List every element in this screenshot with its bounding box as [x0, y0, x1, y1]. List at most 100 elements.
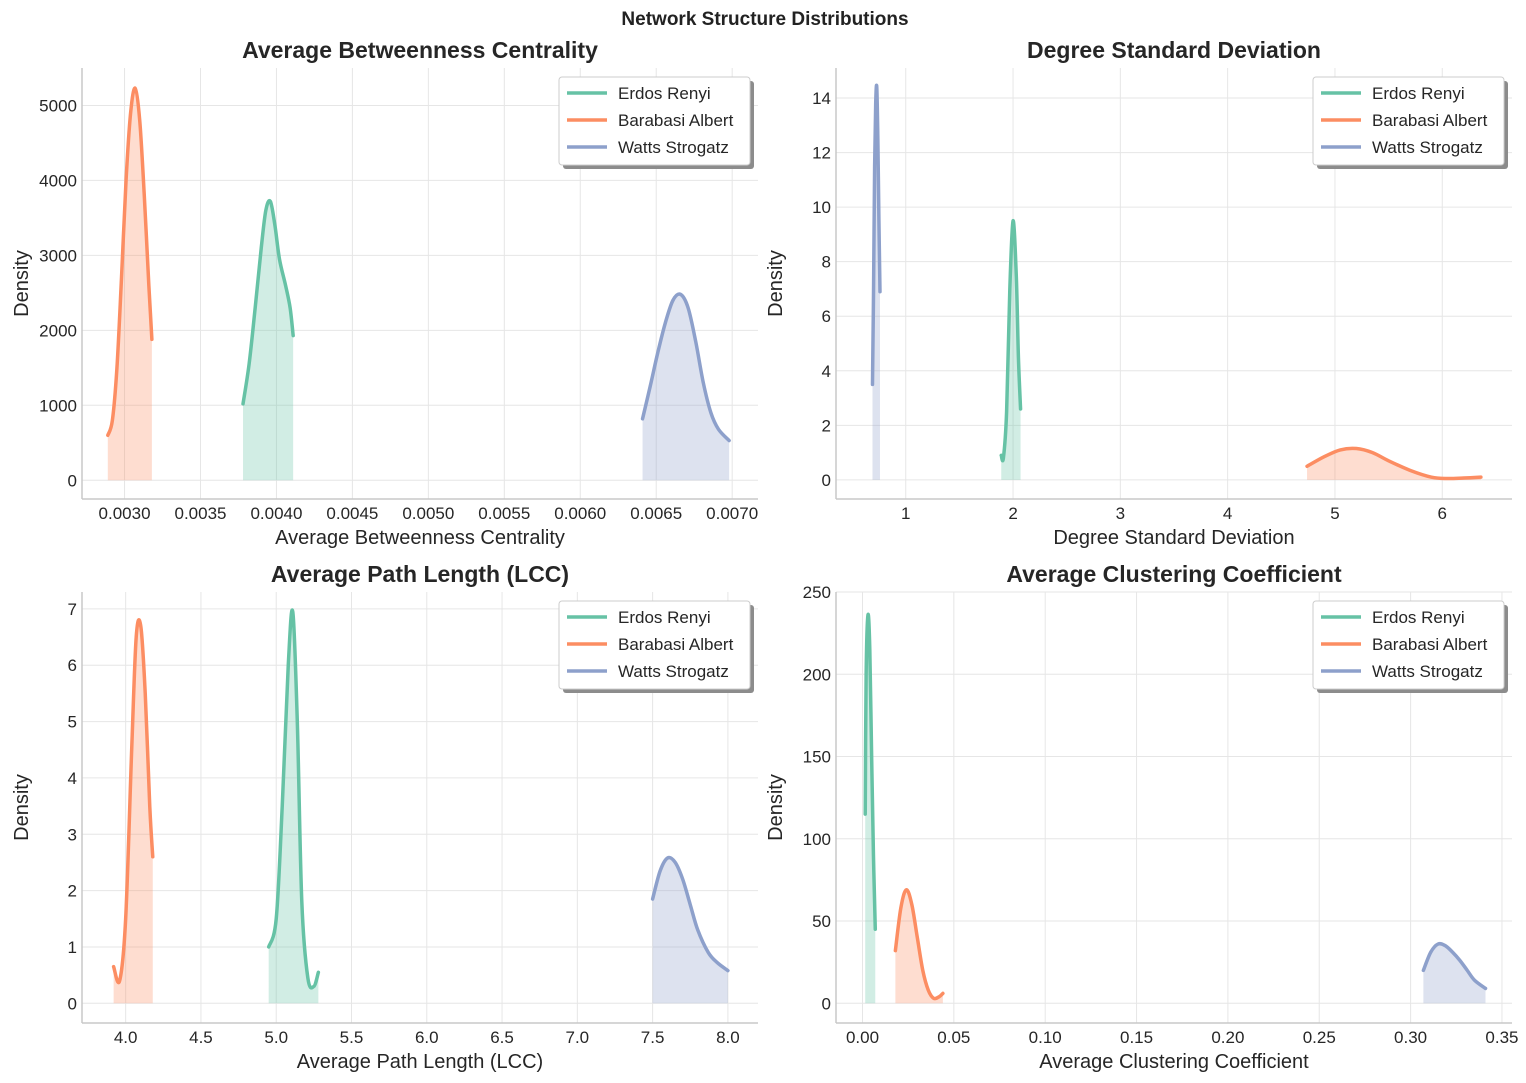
y-tick-label: 50 — [812, 912, 831, 931]
y-tick-label: 1 — [68, 938, 77, 957]
x-tick-label: 0.0065 — [630, 504, 682, 523]
y-axis-label: Density — [11, 250, 33, 317]
y-tick-label: 4 — [68, 769, 77, 788]
legend-label-barabasi-albert: Barabasi Albert — [1372, 635, 1488, 654]
y-tick-label: 3 — [68, 825, 77, 844]
x-tick-label: 5.0 — [264, 1028, 288, 1047]
x-axis-label: Average Betweenness Centrality — [275, 527, 565, 549]
density-line-barabasi-albert — [106, 86, 154, 438]
x-tick-label: 0.0060 — [554, 504, 606, 523]
x-tick-label: 0.0070 — [706, 504, 758, 523]
x-tick-label: 8.0 — [716, 1028, 740, 1047]
y-tick-label: 200 — [803, 665, 831, 684]
density-line-barabasi-albert — [1305, 446, 1483, 481]
chart-panel-4: 0.00 0.05 0.10 0.15 0.20 0.25 0.30 0.35 0 50 100 15… — [765, 561, 1518, 1073]
chart-panel-1: 0.0030 0.0035 0.0040 0.0045 0.0050 0.0055 0.00… — [11, 37, 758, 549]
x-axis-label: Average Clustering Coefficient — [1039, 1051, 1309, 1073]
density-fill-erdos-renyi — [268, 609, 319, 1004]
y-tick-label: 2 — [68, 882, 77, 901]
density-line-barabasi-albert — [893, 888, 945, 1001]
y-tick-label: 8 — [822, 253, 831, 272]
x-tick-label: 5 — [1330, 504, 1339, 523]
density-line-erdos-renyi — [266, 608, 321, 990]
x-tick-label: 0.25 — [1303, 1028, 1336, 1047]
y-tick-label: 6 — [68, 656, 77, 675]
x-tick-label: 7.5 — [641, 1028, 665, 1047]
y-tick-label: 2 — [822, 416, 831, 435]
figure-suptitle: Network Structure Distributions — [621, 9, 908, 30]
y-axis-label: Density — [765, 250, 787, 317]
y-tick-label: 250 — [803, 583, 831, 602]
legend-label-erdos-renyi: Erdos Renyi — [1372, 608, 1465, 627]
density-fill-barabasi-albert — [895, 889, 943, 1004]
legend-label-watts-strogatz: Watts Strogatz — [1372, 138, 1483, 157]
legend: Erdos Renyi Barabasi Albert Watts Strogatz — [1312, 76, 1508, 169]
axes-title: Average Path Length (LCC) — [271, 561, 569, 587]
x-tick-label: 0.35 — [1485, 1028, 1518, 1047]
x-tick-label: 6.0 — [415, 1028, 439, 1047]
density-line-barabasi-albert — [111, 618, 155, 985]
legend-label-erdos-renyi: Erdos Renyi — [618, 84, 711, 103]
legend-label-barabasi-albert: Barabasi Albert — [1372, 111, 1488, 130]
density-fill-erdos-renyi — [865, 614, 876, 1004]
y-tick-label: 0 — [68, 994, 77, 1013]
x-tick-label: 0.0055 — [478, 504, 530, 523]
x-tick-label: 0.15 — [1120, 1028, 1153, 1047]
x-tick-label: 7.0 — [566, 1028, 590, 1047]
legend-label-watts-strogatz: Watts Strogatz — [618, 662, 729, 681]
x-tick-label: 4 — [1223, 504, 1232, 523]
density-fill-watts-strogatz — [652, 857, 728, 1004]
x-tick-label: 1 — [901, 504, 910, 523]
legend-box — [558, 600, 751, 690]
x-axis-label: Average Path Length (LCC) — [297, 1051, 543, 1073]
y-tick-label: 0 — [68, 471, 77, 490]
y-tick-label: 150 — [803, 748, 831, 767]
axes-title: Average Clustering Coefficient — [1006, 561, 1342, 587]
y-tick-label: 12 — [812, 144, 831, 163]
y-tick-label: 5 — [68, 713, 77, 732]
y-tick-label: 100 — [803, 830, 831, 849]
x-tick-label: 4.0 — [114, 1028, 138, 1047]
density-line-erdos-renyi — [241, 198, 295, 406]
y-axis-label: Density — [765, 774, 787, 841]
density-fill-watts-strogatz — [642, 294, 730, 481]
density-line-watts-strogatz — [1421, 941, 1488, 991]
x-tick-label: 0.0040 — [250, 504, 302, 523]
legend-box — [558, 76, 751, 166]
x-tick-label: 5.5 — [340, 1028, 364, 1047]
axes-title: Degree Standard Deviation — [1027, 37, 1321, 63]
x-tick-label: 0.00 — [846, 1028, 879, 1047]
x-axis-label: Degree Standard Deviation — [1053, 527, 1294, 549]
legend-label-barabasi-albert: Barabasi Albert — [618, 635, 734, 654]
x-tick-label: 0.05 — [937, 1028, 970, 1047]
y-tick-label: 6 — [822, 307, 831, 326]
y-tick-label: 4 — [822, 362, 831, 381]
legend-label-watts-strogatz: Watts Strogatz — [1372, 662, 1483, 681]
density-line-watts-strogatz — [640, 292, 731, 443]
legend: Erdos Renyi Barabasi Albert Watts Strogatz — [1312, 600, 1508, 693]
y-tick-label: 5000 — [39, 96, 77, 115]
y-tick-label: 7 — [68, 600, 77, 619]
legend: Erdos Renyi Barabasi Albert Watts Strogatz — [558, 76, 754, 169]
density-line-erdos-renyi — [999, 219, 1023, 463]
y-tick-label: 14 — [812, 89, 831, 108]
y-axis-label: Density — [11, 774, 33, 841]
x-tick-label: 2 — [1008, 504, 1017, 523]
x-tick-label: 0.20 — [1211, 1028, 1244, 1047]
x-tick-label: 0.0030 — [99, 504, 151, 523]
density-line-watts-strogatz — [650, 855, 730, 973]
y-tick-label: 4000 — [39, 171, 77, 190]
legend-label-watts-strogatz: Watts Strogatz — [618, 138, 729, 157]
x-tick-label: 3 — [1116, 504, 1125, 523]
x-tick-label: 6.5 — [490, 1028, 514, 1047]
y-tick-label: 1000 — [39, 396, 77, 415]
legend-label-barabasi-albert: Barabasi Albert — [618, 111, 734, 130]
legend: Erdos Renyi Barabasi Albert Watts Strogatz — [558, 600, 754, 693]
x-tick-label: 0.0045 — [326, 504, 378, 523]
axes-title: Average Betweenness Centrality — [242, 37, 598, 63]
x-tick-label: 0.10 — [1029, 1028, 1062, 1047]
y-tick-label: 10 — [812, 198, 831, 217]
density-fill-barabasi-albert — [113, 619, 153, 1004]
